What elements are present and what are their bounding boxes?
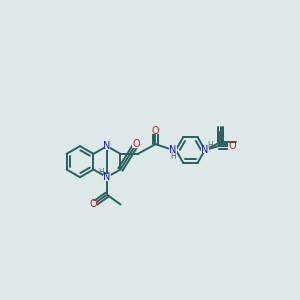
Text: O: O <box>152 126 159 136</box>
Text: N: N <box>103 172 111 182</box>
Text: O: O <box>89 200 97 209</box>
Text: N: N <box>201 145 209 155</box>
Bar <box>89 201 97 208</box>
Bar <box>228 143 236 149</box>
Bar <box>103 174 111 181</box>
Text: O: O <box>132 139 140 149</box>
Bar <box>152 127 159 134</box>
Bar <box>132 141 140 148</box>
Text: N: N <box>103 141 111 151</box>
Text: H: H <box>98 168 104 177</box>
Text: O: O <box>228 141 236 151</box>
Text: N: N <box>169 145 177 155</box>
Bar <box>169 147 177 153</box>
Bar <box>201 147 209 153</box>
Text: H: H <box>207 141 213 150</box>
Text: H: H <box>170 152 176 161</box>
Bar <box>103 143 110 149</box>
